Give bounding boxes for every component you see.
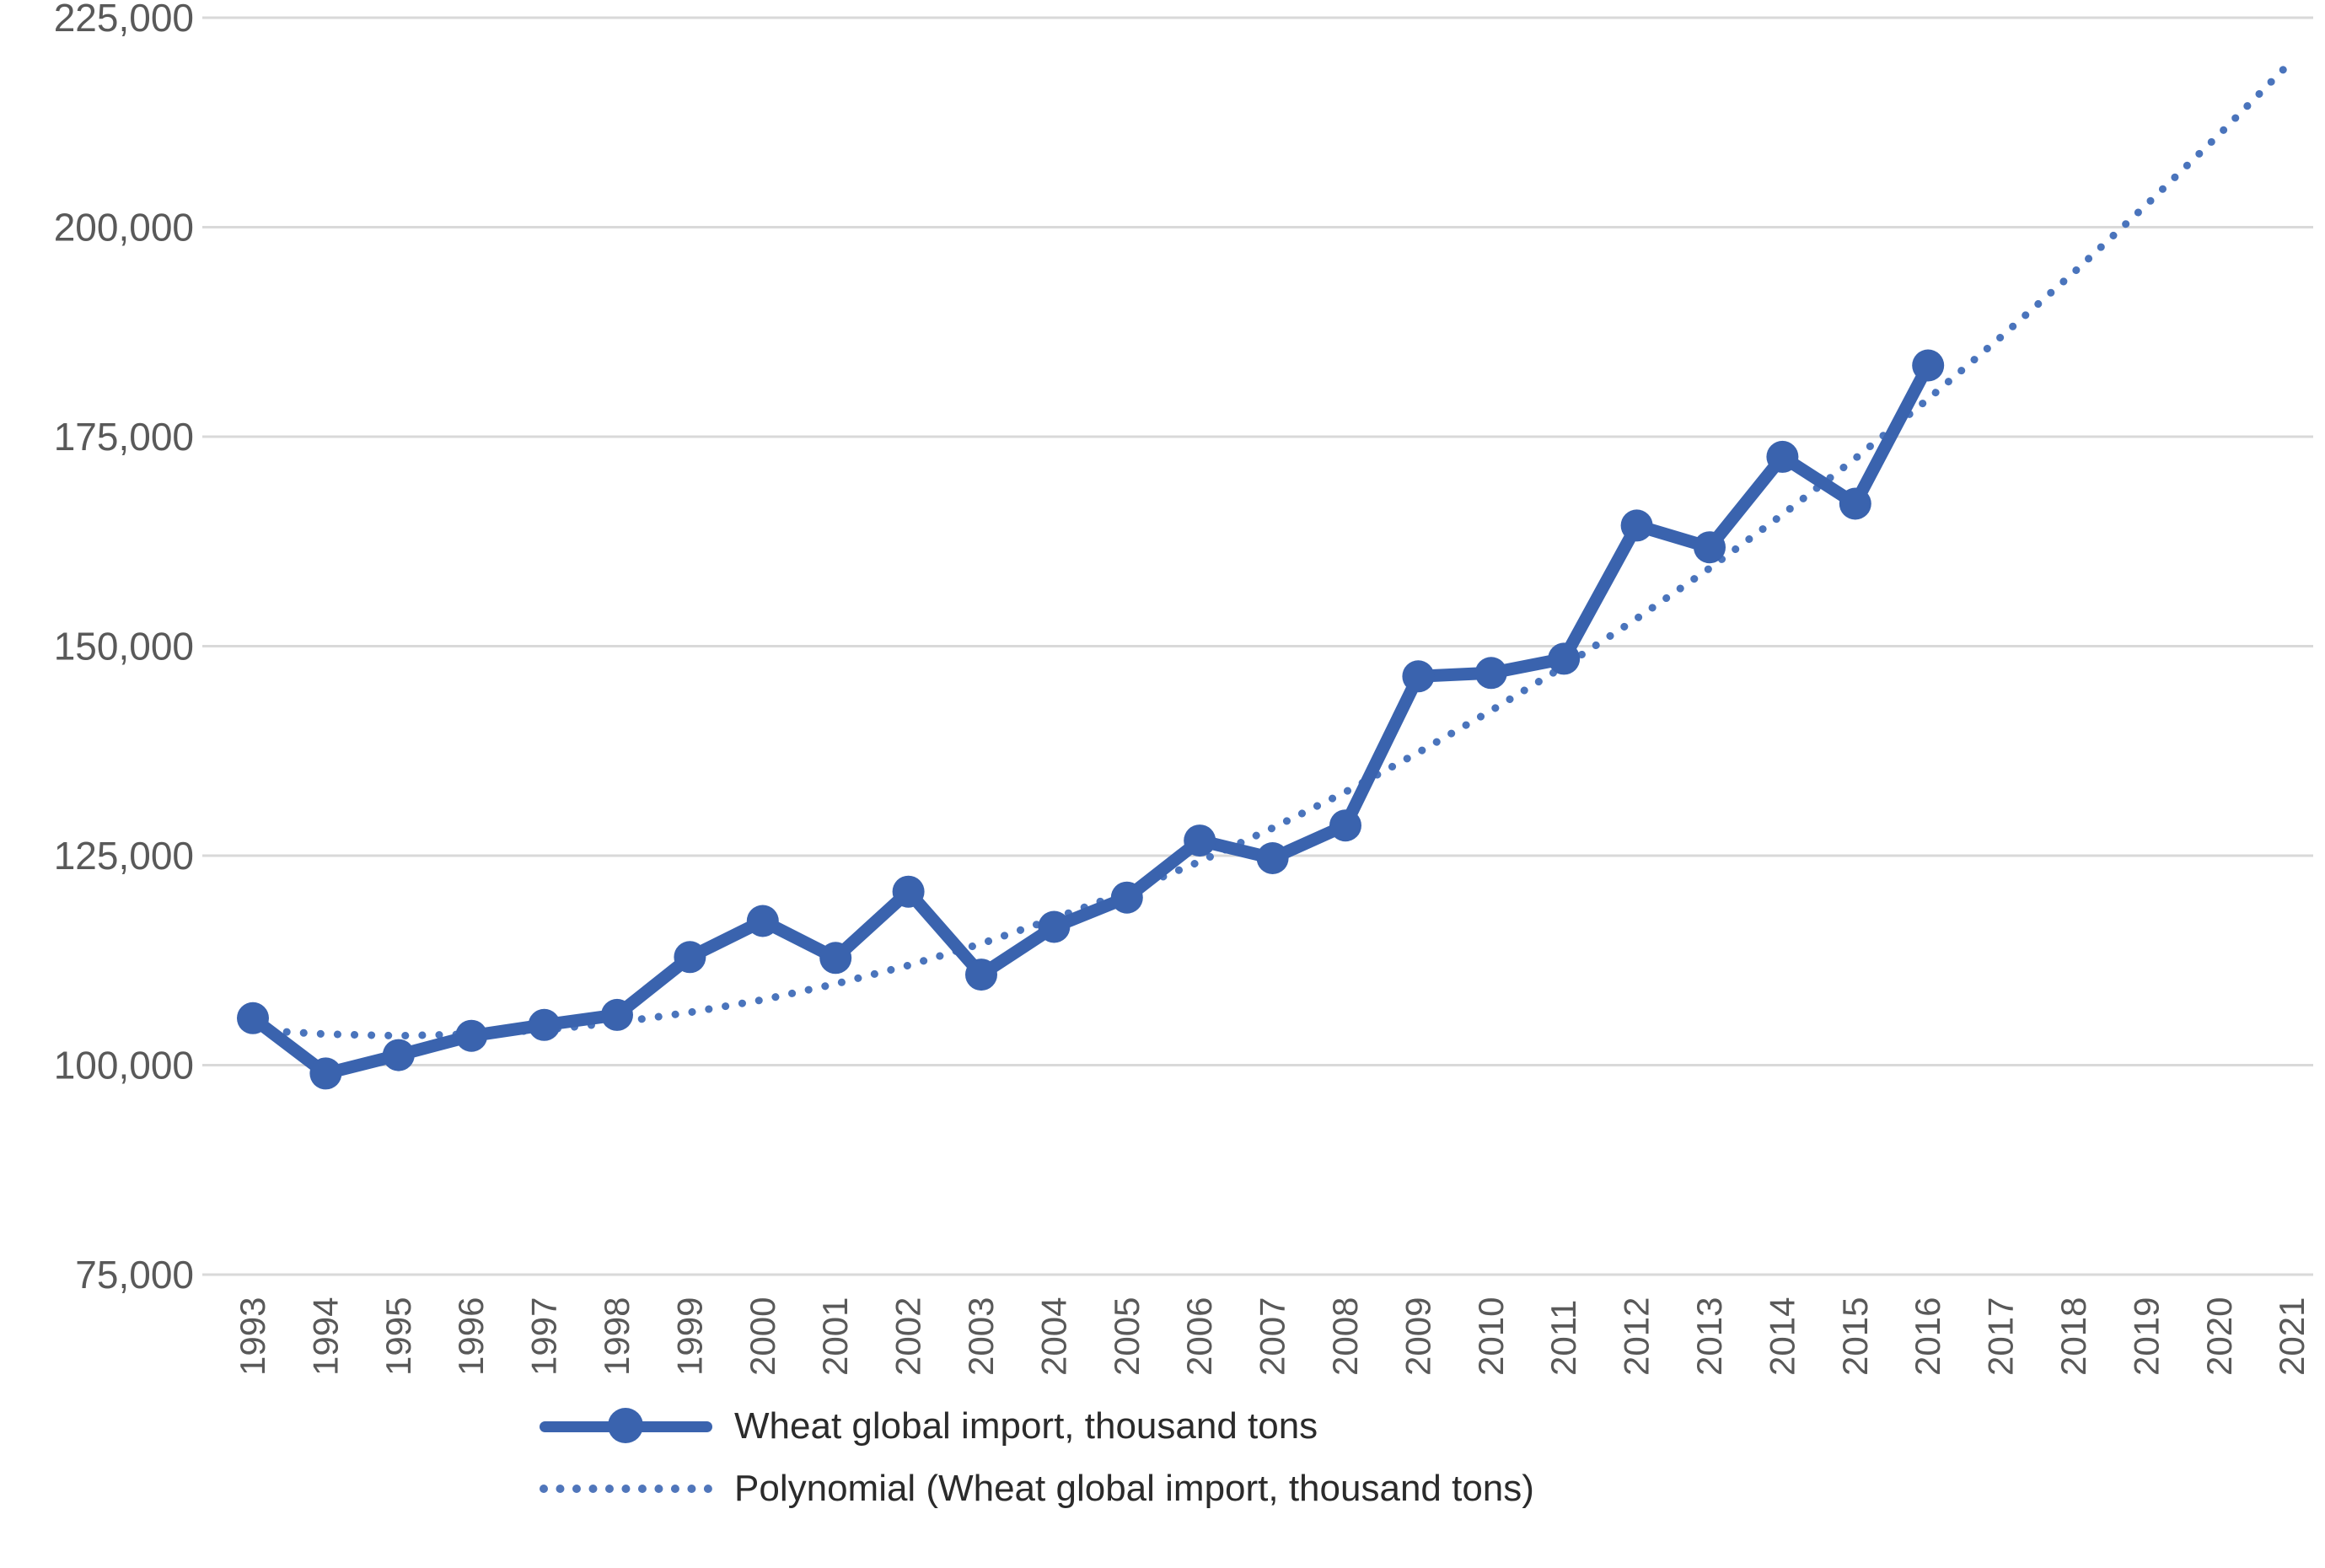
x-axis-tick-label: 2006 [1179, 1297, 1219, 1376]
x-axis-tick-label: 2007 [1253, 1297, 1292, 1376]
x-axis-tick-label: 2005 [1107, 1297, 1146, 1376]
x-axis-tick-label: 2012 [1617, 1297, 1656, 1376]
x-axis-tick-label: 2002 [889, 1297, 928, 1376]
wheat-import-marker [382, 1039, 415, 1071]
dotted-line-swatch-icon [540, 1469, 712, 1506]
wheat-import-marker [1766, 440, 1799, 473]
x-axis-tick-label: 1993 [233, 1297, 272, 1376]
x-axis-tick-label: 1994 [305, 1297, 345, 1376]
x-axis-tick-label: 2001 [815, 1297, 855, 1376]
wheat-import-marker [1110, 881, 1143, 914]
wheat-import-marker [455, 1019, 488, 1052]
wheat-import-marker [1694, 531, 1726, 564]
wheat-import-marker [1839, 487, 1871, 520]
y-axis-tick-label: 175,000 [54, 415, 194, 459]
wheat-import-marker [892, 875, 925, 908]
wheat-import-marker [528, 1008, 561, 1041]
x-axis-tick-label: 2011 [1544, 1300, 1583, 1376]
solid-line-marker-swatch-icon [540, 1407, 712, 1444]
chart-legend: Wheat global import, thousand tons Polyn… [540, 1406, 1534, 1507]
wheat-import-marker [1548, 642, 1581, 675]
y-axis-tick-label: 200,000 [54, 206, 194, 250]
x-axis-tick-label: 2018 [2054, 1297, 2093, 1376]
wheat-import-marker [1474, 657, 1507, 690]
wheat-import-marker [1402, 660, 1435, 693]
x-axis-tick-label: 2014 [1762, 1297, 1801, 1376]
y-axis-tick-label: 100,000 [54, 1044, 194, 1087]
wheat-import-marker [237, 1001, 269, 1034]
x-axis-tick-label: 2016 [1908, 1297, 1947, 1376]
wheat-import-marker [601, 998, 633, 1031]
x-axis-tick-label: 2021 [2272, 1297, 2312, 1376]
wheat-import-marker [1329, 809, 1361, 842]
wheat-import-marker [674, 941, 706, 974]
wheat-import-marker [1038, 910, 1071, 943]
wheat-import-line [246, 359, 1935, 1080]
x-axis-tick-label: 2003 [961, 1297, 1001, 1376]
x-axis-tick-label: 2009 [1398, 1297, 1437, 1376]
x-axis-tick-label: 2020 [2199, 1297, 2239, 1376]
wheat-import-marker [965, 959, 997, 991]
x-axis-tick-label: 1999 [669, 1297, 709, 1376]
legend-label-polynomial: Polynomial (Wheat global import, thousan… [734, 1468, 1534, 1509]
y-axis-tick-label: 75,000 [75, 1253, 194, 1297]
wheat-import-marker [309, 1057, 342, 1090]
x-axis-tick-label: 2008 [1325, 1297, 1365, 1376]
x-axis-tick-label: 2017 [1981, 1297, 2021, 1376]
legend-label-wheat-import: Wheat global import, thousand tons [734, 1405, 1318, 1447]
wheat-import-marker [1256, 842, 1289, 874]
y-axis-tick-label: 150,000 [54, 625, 194, 669]
x-axis-tick-label: 2013 [1689, 1297, 1729, 1376]
x-axis-tick-label: 1998 [597, 1297, 636, 1376]
legend-item-polynomial: Polynomial (Wheat global import, thousan… [540, 1469, 1534, 1507]
x-axis-tick-label: 1996 [451, 1297, 491, 1376]
y-axis-tick-label: 225,000 [54, 0, 194, 40]
x-axis-tick-label: 2010 [1471, 1297, 1511, 1376]
wheat-import-marker [1184, 824, 1216, 857]
x-axis-tick-label: 2015 [1835, 1297, 1875, 1376]
x-axis-tick-label: 1995 [379, 1297, 418, 1376]
wheat-import-marker [1912, 349, 1945, 382]
wheat-import-marker [819, 942, 852, 975]
x-axis-tick-label: 2004 [1034, 1297, 1073, 1376]
wheat-import-marker [1620, 509, 1653, 542]
legend-item-wheat-import: Wheat global import, thousand tons [540, 1406, 1534, 1445]
y-axis-tick-label: 125,000 [54, 834, 194, 878]
x-axis-tick-label: 1997 [524, 1297, 564, 1376]
wheat-import-marker [746, 905, 779, 937]
polynomial-trendline [249, 56, 2296, 1040]
x-axis-tick-label: 2019 [2126, 1297, 2166, 1376]
x-axis-tick-label: 2000 [743, 1297, 782, 1376]
